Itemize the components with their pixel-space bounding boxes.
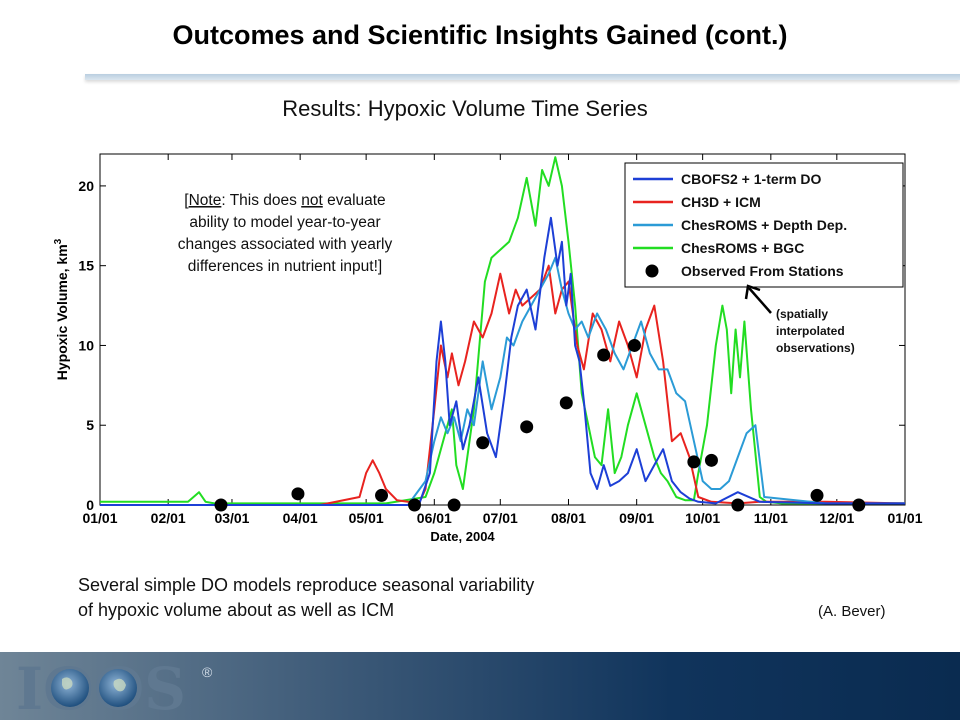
observed-point <box>447 498 461 512</box>
x-tick-label: 06/01 <box>417 510 452 526</box>
x-tick-label: 03/01 <box>214 510 249 526</box>
x-tick-label: 05/01 <box>349 510 384 526</box>
hypoxic-volume-chart: 0 5 10 15 20 01/01 02/01 03/01 04/01 05/01 06/01 07… <box>53 153 923 544</box>
observed-point <box>597 348 611 362</box>
legend-label: CBOFS2 + 1-term DO <box>681 171 822 187</box>
y-axis-label: Hypoxic Volume, km3 <box>53 238 70 380</box>
annotation-arrow-head <box>744 284 761 300</box>
series-line-chesroms-bgc <box>100 156 905 505</box>
note-text-part: [ <box>184 192 189 209</box>
credit: (A. Bever) <box>818 603 886 620</box>
caption-line-2: of hypoxic volume about as well as ICM <box>78 600 395 620</box>
observed-point <box>214 498 228 512</box>
x-tick-label: 07/01 <box>483 510 518 526</box>
y-tick-label: 15 <box>78 258 94 274</box>
x-tick-label: 01/01 <box>82 510 117 526</box>
observed-point <box>627 338 641 352</box>
note-line: [Note: This does not evaluate <box>184 192 385 209</box>
title-divider <box>85 74 960 80</box>
series-line-cbofs2-1-term-do <box>100 216 905 506</box>
note-line: changes associated with yearly <box>178 236 393 253</box>
observed-point <box>731 498 745 512</box>
observed-point <box>559 396 573 410</box>
note-text-part: Note <box>189 192 222 209</box>
ioos-logo: IOOS ® <box>16 655 213 717</box>
observed-point <box>375 488 389 502</box>
y-tick-label: 0 <box>86 497 94 513</box>
caption: Several simple DO models reproduce seaso… <box>78 573 718 623</box>
note-text-part: evaluate <box>323 192 386 209</box>
note-text-part: changes associated with yearly <box>178 236 393 253</box>
x-axis-label: Date, 2004 <box>430 529 495 544</box>
x-tick-label: 09/01 <box>619 510 654 526</box>
x-tick-label: 04/01 <box>283 510 318 526</box>
y-tick-label: 20 <box>78 178 94 194</box>
note-line: ability to model year-to-year <box>189 214 380 231</box>
observation-annotation: (spatially interpolated observations) <box>744 284 855 355</box>
x-tick-label: 08/01 <box>551 510 586 526</box>
continent-shapes <box>62 677 126 692</box>
x-tick-label: 10/01 <box>685 510 720 526</box>
legend-label: CH3D + ICM <box>681 194 761 210</box>
observed-point <box>291 487 305 501</box>
chart-subtitle: Results: Hypoxic Volume Time Series <box>282 96 648 121</box>
x-tick-label: 01/01 <box>887 510 922 526</box>
legend-dot-marker <box>645 264 659 278</box>
chart-legend: CBOFS2 + 1-term DO CH3D + ICM ChesROMS + D… <box>624 162 904 288</box>
slide-title: Outcomes and Scientific Insights Gained … <box>172 20 788 50</box>
annotation-text-line: observations) <box>776 341 855 355</box>
note-text-part: : This does <box>221 192 301 209</box>
note-annotation: [Note: This does not evaluate ability to … <box>178 192 393 275</box>
note-line: differences in nutrient input!] <box>188 258 382 275</box>
note-text-part: ability to model year-to-year <box>189 214 380 231</box>
annotation-text-line: (spatially <box>776 307 828 321</box>
x-tick-label: 02/01 <box>151 510 186 526</box>
observed-point <box>810 488 824 502</box>
y-axis-label-superscript: 3 <box>53 238 64 244</box>
caption-line-1: Several simple DO models reproduce seaso… <box>78 575 535 595</box>
annotation-text-line: interpolated <box>776 324 845 338</box>
observed-point <box>520 420 534 434</box>
observed-point <box>687 455 701 469</box>
registered-mark: ® <box>202 664 213 680</box>
series-line-chesroms-depth-dep <box>100 256 905 506</box>
y-tick-label: 10 <box>78 337 94 353</box>
note-text-part: not <box>301 192 323 209</box>
x-tick-label: 11/01 <box>754 510 788 526</box>
observed-point <box>408 498 422 512</box>
note-text-part: differences in nutrient input!] <box>188 258 382 275</box>
legend-label: ChesROMS + Depth Dep. <box>681 217 847 233</box>
observed-point <box>852 498 866 512</box>
observed-point <box>476 436 490 450</box>
legend-label: ChesROMS + BGC <box>681 240 804 256</box>
footer-bar <box>0 652 960 720</box>
y-axis-label-text: Hypoxic Volume, km <box>54 244 70 380</box>
observed-point <box>704 453 718 467</box>
annotation-arrow-line <box>748 287 772 314</box>
legend-label: Observed From Stations <box>681 263 844 279</box>
x-tick-label: 12/01 <box>819 510 854 526</box>
y-tick-label: 5 <box>86 417 94 433</box>
